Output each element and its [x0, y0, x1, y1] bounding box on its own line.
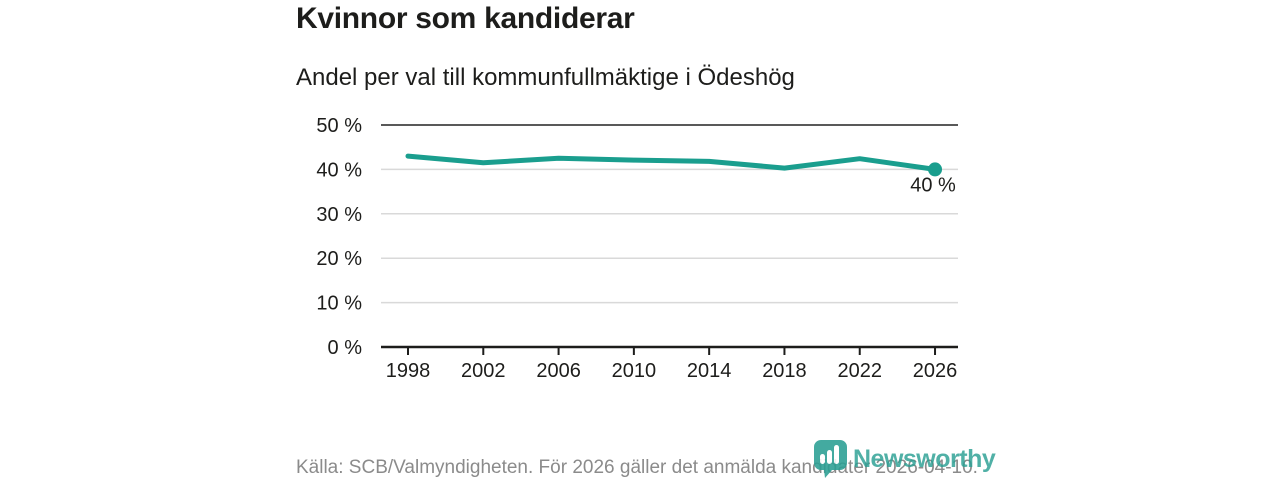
line-chart: 50 % 40 % 30 % 20 % 10 % 0 % 1998 2002 2006 2010 2… — [316, 115, 958, 382]
x-axis-label: 2022 — [837, 360, 882, 382]
x-axis-label: 2006 — [536, 360, 581, 382]
x-axis-label: 2014 — [687, 360, 732, 382]
source-note: Källa: SCB/Valmyndigheten. För 2026 gäll… — [296, 457, 978, 478]
x-axis-label: 1998 — [386, 360, 431, 382]
y-axis-label: 20 % — [316, 248, 362, 270]
y-axis-label: 10 % — [316, 293, 362, 315]
x-axis-label: 2026 — [913, 360, 958, 382]
chart-subtitle: Andel per val till kommunfullmäktige i Ö… — [296, 64, 795, 91]
y-axis-label: 50 % — [316, 115, 362, 137]
x-axis-label: 2018 — [762, 360, 807, 382]
y-axis-label: 30 % — [316, 204, 362, 226]
newsworthy-logo-icon — [814, 440, 847, 478]
y-axis-label: 40 % — [316, 159, 362, 181]
end-point-marker — [928, 162, 943, 177]
chart-title: Kvinnor som kandiderar — [296, 2, 635, 35]
x-axis-label: 2010 — [612, 360, 657, 382]
end-point-value-label: 40 % — [910, 174, 956, 196]
data-line — [405, 153, 938, 172]
x-axis-label: 2002 — [461, 360, 506, 382]
y-axis-label: 0 % — [328, 337, 363, 359]
newsworthy-logo-text: Newsworthy — [853, 444, 996, 473]
newsworthy-logo: Newsworthy — [813, 440, 996, 478]
